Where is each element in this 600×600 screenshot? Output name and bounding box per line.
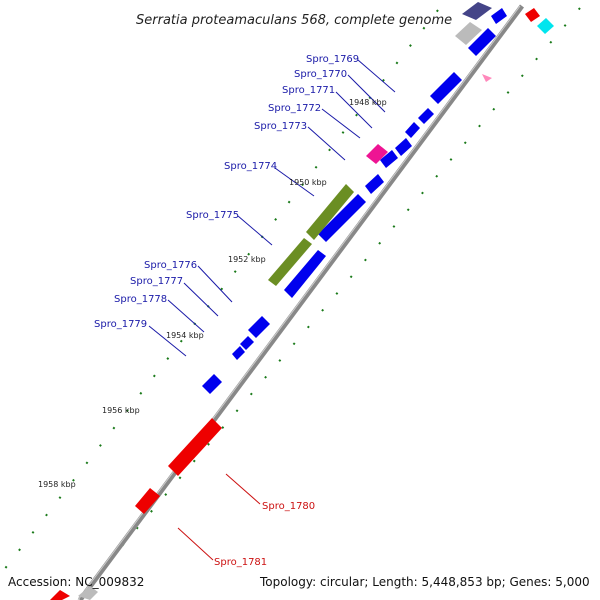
gene-blue[interactable] (380, 150, 398, 168)
gene-blue[interactable] (468, 28, 496, 56)
gene-grey[interactable] (78, 586, 98, 600)
gene-blue[interactable] (240, 336, 254, 350)
gene-label[interactable]: Spro_1779 (94, 319, 147, 330)
gene-blue[interactable] (491, 8, 507, 24)
gene-olive[interactable] (306, 184, 354, 240)
kbp-label: 1954 kbp (166, 331, 204, 340)
gene-labels-top: Spro_1769 Spro_1770 Spro_1771 Spro_1772 … (94, 54, 359, 330)
gene-label[interactable]: Spro_1776 (144, 260, 197, 271)
gene-label[interactable]: Spro_1781 (214, 557, 267, 568)
gene-label[interactable]: Spro_1772 (268, 103, 321, 114)
gene-blue[interactable] (248, 316, 270, 338)
gene-pink-small[interactable] (482, 74, 492, 82)
gene-grey[interactable] (455, 22, 482, 45)
gene-label[interactable]: Spro_1777 (130, 276, 183, 287)
accession-text: Accession: NC_009832 (8, 575, 144, 589)
gene-label[interactable]: Spro_1775 (186, 210, 239, 221)
kbp-label: 1952 kbp (228, 255, 266, 264)
gene-cyan[interactable] (537, 18, 554, 34)
gene-label[interactable]: Spro_1769 (306, 54, 359, 65)
gene-blue[interactable] (418, 108, 434, 124)
gene-leader-lines (148, 59, 396, 357)
gene-label[interactable]: Spro_1771 (282, 85, 335, 96)
gene-leader-lines-red (177, 473, 261, 561)
kbp-label: 1948 kbp (349, 98, 387, 107)
gene-label[interactable]: Spro_1773 (254, 121, 307, 132)
gene-olive[interactable] (268, 238, 312, 286)
kbp-label: 1956 kbp (102, 406, 140, 415)
gene-blue[interactable] (318, 194, 366, 242)
gene-blue[interactable] (284, 250, 326, 298)
gene-red[interactable] (135, 488, 160, 514)
gene-label[interactable]: Spro_1774 (224, 161, 277, 172)
gene-blue[interactable] (405, 122, 420, 138)
gene-label[interactable]: Spro_1770 (294, 69, 347, 80)
gene-blue[interactable] (395, 138, 412, 156)
gene-blue[interactable] (202, 374, 222, 394)
kbp-markers: 1948 kbp 1950 kbp 1952 kbp 1954 kbp 1956… (38, 98, 387, 489)
gene-blue[interactable] (430, 72, 462, 104)
gene-blue[interactable] (232, 346, 245, 360)
gene-red[interactable] (50, 590, 70, 600)
gene-red[interactable] (525, 8, 540, 22)
gene-label[interactable]: Spro_1778 (114, 294, 167, 305)
gene-label[interactable]: Spro_1780 (262, 501, 315, 512)
gene-blue[interactable] (365, 174, 384, 194)
gene-navy[interactable] (462, 2, 492, 20)
gene-red[interactable] (168, 418, 222, 476)
kbp-label: 1950 kbp (289, 178, 327, 187)
topology-text: Topology: circular; Length: 5,448,853 bp… (259, 575, 590, 589)
kbp-label: 1958 kbp (38, 480, 76, 489)
genome-title: Serratia proteamaculans 568, complete ge… (136, 13, 452, 28)
gene-magenta[interactable] (366, 144, 388, 164)
gene-labels-bottom: Spro_1780 Spro_1781 (214, 501, 315, 568)
inner-tick-track (0, 9, 439, 576)
